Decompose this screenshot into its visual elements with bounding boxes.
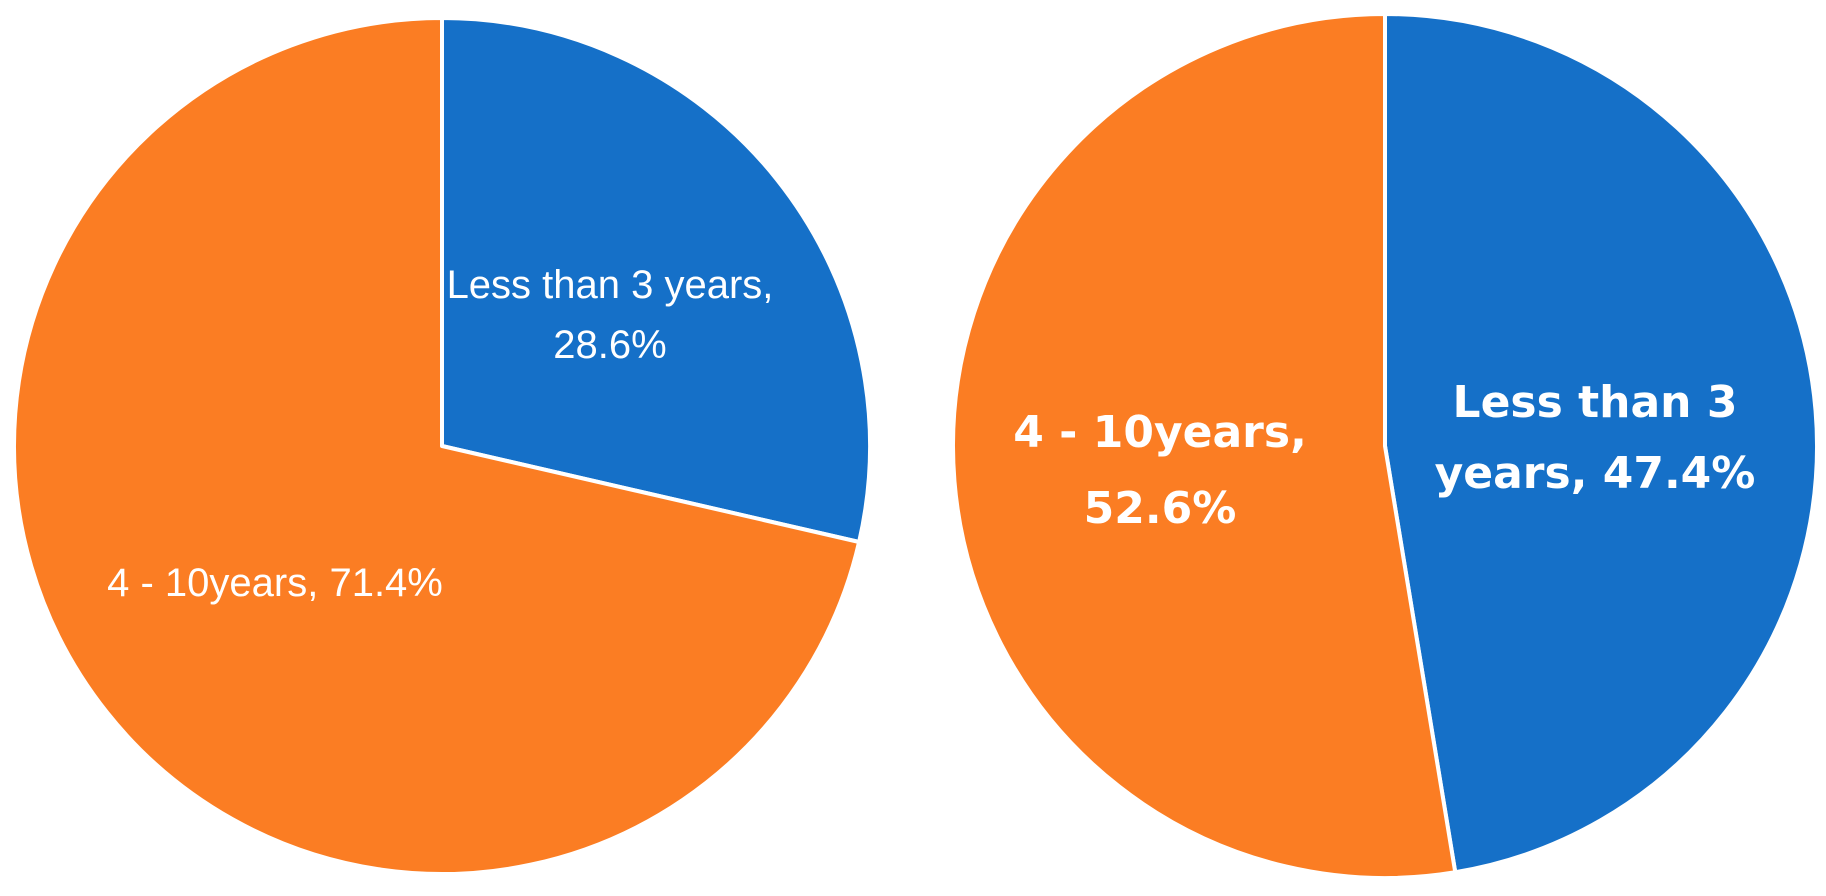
pie-left-label-less-than-3-years-line2: 28.6% xyxy=(553,323,666,367)
pie-right-slice-4-10-years xyxy=(951,12,1458,880)
pie-left-label-4-10-years: 4 - 10years, 71.4% xyxy=(107,561,443,605)
pie-chart-left: Less than 3 years, 28.6% 4 - 10years, 71… xyxy=(12,16,872,876)
pie-left-slice-less-than-3-years xyxy=(440,16,872,544)
pie-right-slice-less-than-3-years xyxy=(1383,12,1819,875)
pie-left-label-less-than-3-years-line1: Less than 3 years, xyxy=(447,263,774,307)
pie-right-label-less-than-3-years-line1: Less than 3 xyxy=(1453,377,1738,428)
pie-right-label-less-than-3-years-line2: years, 47.4% xyxy=(1435,448,1756,499)
pie-right-label-4-10-years-line1: 4 - 10years, xyxy=(1013,407,1307,458)
pie-chart-right: Less than 3 years, 47.4% 4 - 10years, 52… xyxy=(951,12,1819,880)
pie-left-slice-4-10-years xyxy=(12,16,862,876)
pie-right-label-4-10-years-line2: 52.6% xyxy=(1084,483,1237,534)
